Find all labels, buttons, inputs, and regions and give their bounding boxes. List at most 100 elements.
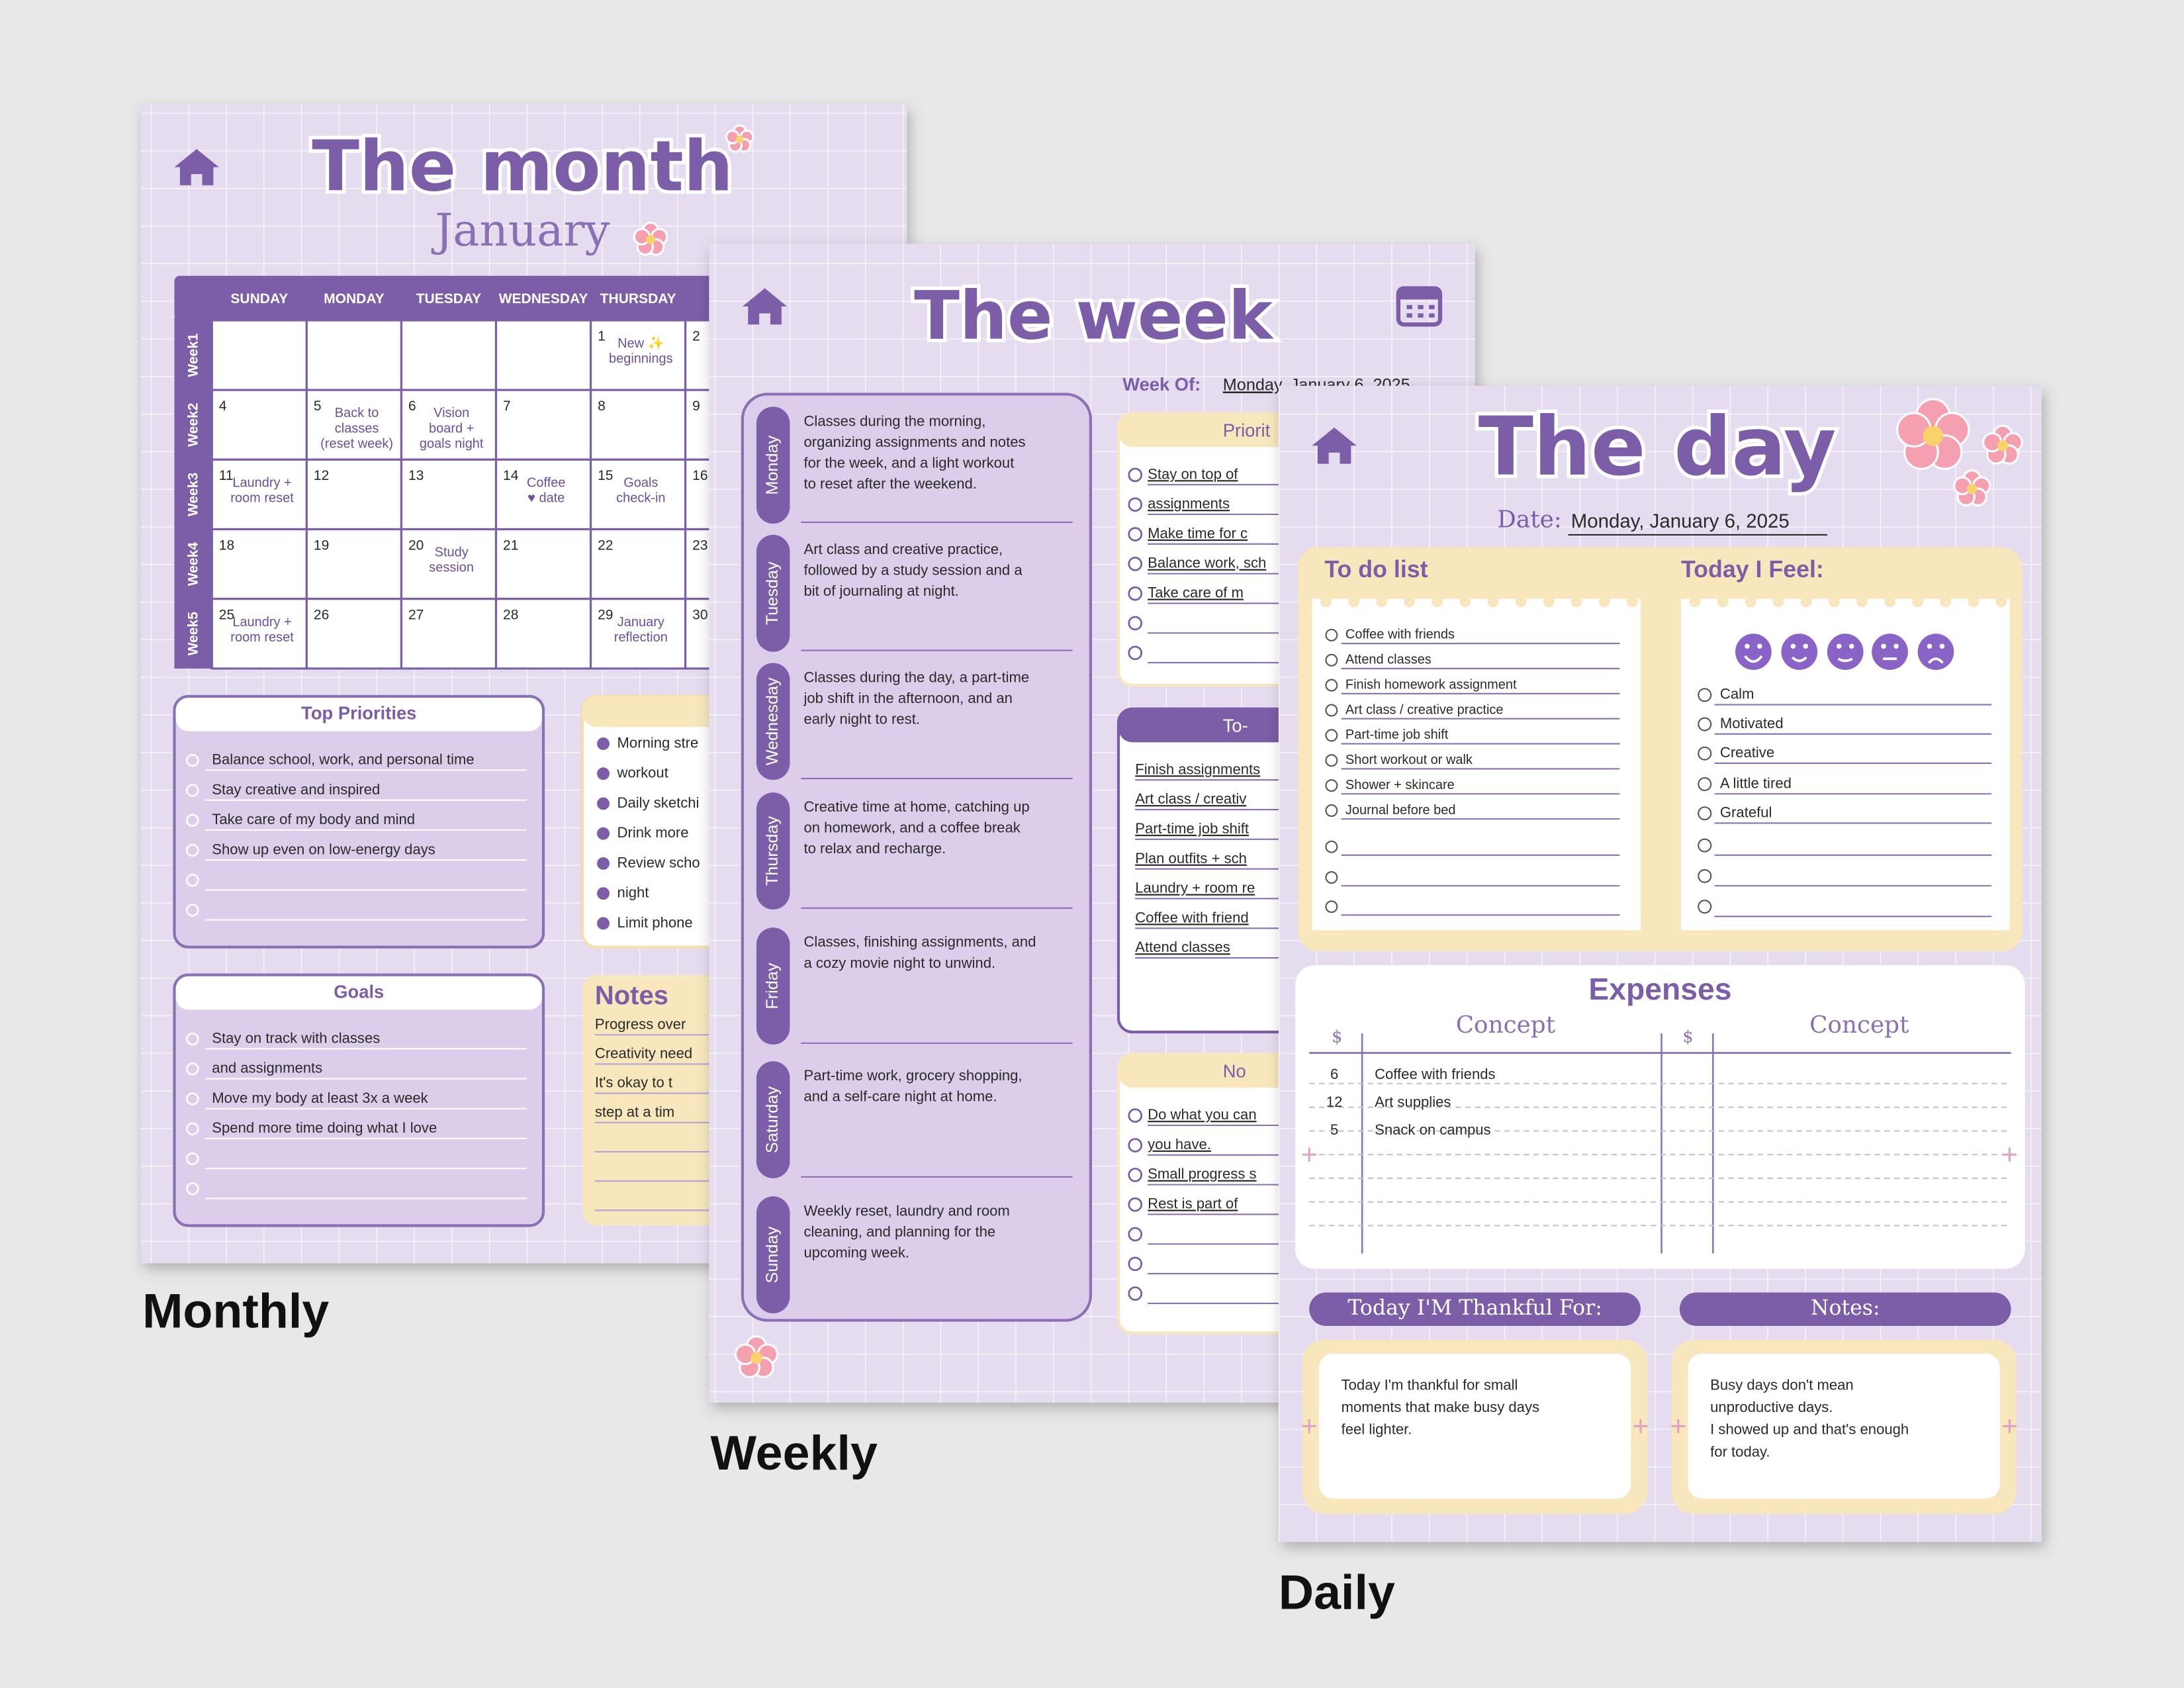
calendar-icon-dot (1406, 313, 1412, 318)
day-number: 6 (408, 399, 416, 414)
day-plan-line: bit of journaling at night. (803, 583, 958, 599)
day-number: 30 (692, 608, 707, 623)
checkbox (186, 843, 199, 857)
checkbox (1128, 1256, 1143, 1272)
calendar-cell (494, 319, 592, 391)
calendar-cell (305, 598, 403, 670)
month-name: January (431, 205, 610, 256)
day-plan-line: and a self-care night at home. (803, 1088, 997, 1105)
weekday-label: SUNDAY (230, 291, 288, 306)
column-header: $ (1682, 1027, 1693, 1046)
todo-item: Short workout or walk (1345, 753, 1473, 767)
list-item: Rest is part of (1148, 1196, 1238, 1212)
note-item: Creativity need (595, 1045, 692, 1062)
list-item: Stay on top of (1148, 465, 1238, 482)
calendar-cell (305, 389, 403, 461)
list-item: Make time for c (1148, 525, 1248, 541)
day-note: beginnings (609, 352, 673, 366)
day-note: Study (435, 545, 469, 560)
list-item: assignments (1148, 495, 1230, 512)
day-pill (756, 663, 790, 780)
box-title: To do list (1324, 556, 1428, 583)
calendar-cell (210, 319, 308, 391)
day-note: session (429, 561, 474, 575)
checkbox (186, 873, 199, 887)
todo-item: Part-time job shift (1345, 727, 1449, 742)
habit-bullet (597, 917, 610, 930)
day-pill (756, 1196, 790, 1314)
list-item: Move my body at least 3x a week (212, 1090, 428, 1106)
paper-hole (1940, 596, 1952, 608)
paper-hole (1348, 596, 1359, 608)
calendar-icon-dot (1429, 305, 1435, 310)
day-note: board + (429, 421, 474, 436)
checkbox (1128, 586, 1143, 601)
paper-hole (1459, 596, 1471, 608)
expense-concept: Art supplies (1375, 1094, 1451, 1110)
note-paper (1318, 1354, 1631, 1499)
checkbox (1325, 628, 1338, 641)
expense-amount: 12 (1326, 1094, 1343, 1110)
mood-icon (1735, 633, 1772, 671)
calendar-cell (494, 598, 592, 670)
feeling-item: Motivated (1720, 715, 1784, 731)
flower-center (1923, 426, 1943, 446)
mood-eye (1745, 643, 1750, 649)
checkbox (1325, 804, 1338, 817)
checkbox (1128, 1286, 1143, 1301)
checkbox (1325, 653, 1338, 667)
day-number: 8 (598, 399, 606, 414)
checkbox (1325, 754, 1338, 767)
note-line: feel lighter. (1342, 1421, 1412, 1438)
habit-bullet (597, 737, 610, 750)
checkbox (1698, 746, 1712, 761)
list-box (173, 694, 545, 949)
paper-hole (1884, 596, 1895, 608)
day-number: 23 (692, 538, 707, 553)
mood-mouth (1791, 656, 1807, 663)
calendar-cell (210, 598, 308, 670)
paper-hole (1598, 596, 1610, 608)
day-note: goals night (420, 436, 484, 451)
day-number: 20 (408, 538, 424, 553)
paper-hole (1515, 596, 1527, 608)
flower-center (1997, 440, 2009, 451)
day-number: 5 (314, 399, 322, 414)
day-note: Vision (433, 406, 469, 420)
list-item: Balance school, work, and personal time (212, 751, 474, 768)
mood-icon (1827, 633, 1864, 671)
week-label: Week3 (186, 473, 201, 516)
day-number: 18 (219, 538, 234, 553)
calendar-cell (305, 528, 403, 600)
calendar-cell (305, 458, 403, 531)
flower-center (736, 135, 744, 144)
note-line: Today I'm thankful for small (1342, 1376, 1518, 1393)
paper-hole (1626, 596, 1638, 608)
todo-item: Finish homework assignment (1345, 677, 1517, 692)
weekday-label: MONDAY (324, 291, 384, 306)
paper-hole (1772, 596, 1784, 608)
column-header: $ (1332, 1027, 1342, 1046)
paper-hole (1800, 596, 1812, 608)
day-name: Saturday (763, 1086, 782, 1153)
paper-hole (1717, 596, 1729, 608)
checkbox (1325, 900, 1338, 914)
day-number: 1 (598, 329, 606, 344)
day-number: 15 (598, 468, 613, 483)
habit-bullet (597, 767, 610, 780)
paper-hole (1856, 596, 1868, 608)
day-number: 2 (692, 329, 700, 344)
calendar-week-column (174, 317, 212, 669)
day-plan-line: Creative time at home, catching up (803, 798, 1029, 815)
habit-item: night (617, 884, 649, 901)
day-note: room reset (230, 630, 294, 645)
note-line: moments that make busy days (1342, 1399, 1539, 1415)
flower-center (1967, 483, 1978, 494)
habit-bullet (597, 827, 610, 840)
home-icon (1312, 427, 1357, 464)
box-title: Top Priorities (301, 703, 416, 724)
list-box-header (175, 976, 542, 1010)
day-number: 25 (219, 608, 234, 623)
list-item: Take care of m (1148, 585, 1244, 601)
feeling-item: A little tired (1720, 774, 1792, 791)
